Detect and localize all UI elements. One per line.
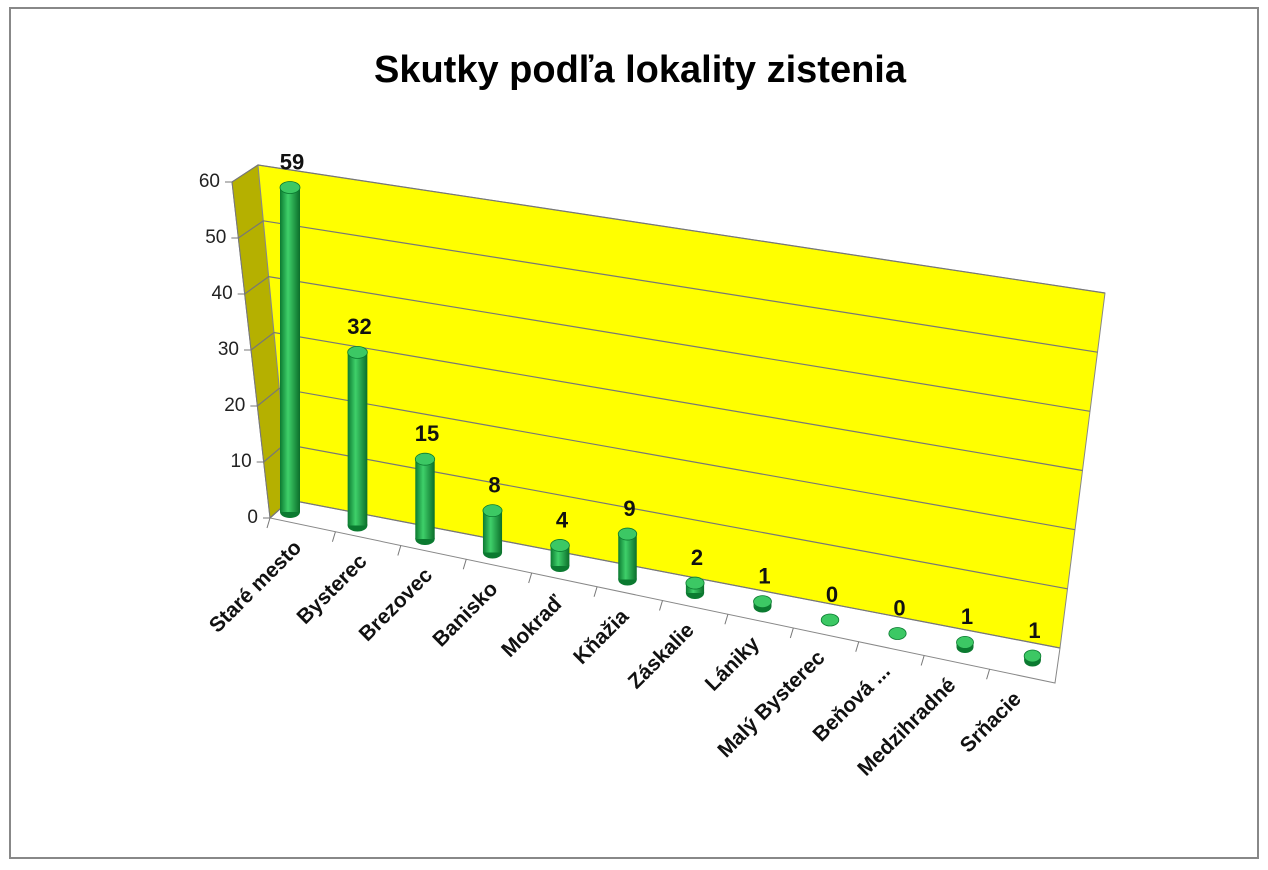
y-tick-label: 60 [199, 171, 220, 192]
bar [414, 452, 436, 545]
x-tick [724, 614, 729, 625]
x-tick [593, 586, 598, 597]
x-tick [986, 669, 991, 680]
x-tick [462, 559, 467, 570]
value-label: 1 [1028, 618, 1040, 643]
y-tick-label: 50 [205, 227, 226, 248]
bar [956, 636, 974, 653]
grid-line [244, 276, 1091, 412]
bar [347, 345, 368, 532]
value-label: 15 [415, 421, 439, 446]
bar [685, 576, 705, 599]
bar [888, 627, 907, 640]
grid-line [250, 331, 1083, 472]
y-tick-label: 20 [224, 395, 245, 416]
y-axis [231, 181, 271, 519]
x-tick [331, 531, 336, 542]
value-label: 0 [826, 582, 838, 607]
x-tick [397, 545, 402, 556]
bar [1023, 649, 1042, 667]
value-label: 1 [758, 563, 770, 588]
value-label: 8 [488, 472, 500, 497]
x-tick [528, 572, 533, 584]
value-label: 9 [623, 496, 635, 521]
y-tick-label: 0 [247, 507, 258, 528]
bar [617, 527, 638, 586]
value-label: 32 [347, 314, 371, 339]
value-label: 2 [691, 545, 703, 570]
x-tick [855, 641, 860, 652]
x-tick [659, 600, 663, 611]
x-tick [789, 627, 794, 639]
grid-line [231, 164, 1106, 294]
bar [550, 539, 570, 572]
bar [279, 181, 301, 518]
x-tick [266, 517, 271, 529]
value-label: 4 [556, 507, 569, 532]
grid-line [256, 387, 1076, 531]
bar [820, 613, 840, 627]
x-tick [920, 655, 925, 666]
value-label: 59 [280, 149, 304, 174]
y-tick-label: 40 [212, 283, 233, 304]
bar [753, 595, 772, 613]
value-label: 0 [893, 595, 905, 620]
y-tick-label: 30 [218, 339, 239, 360]
bar [482, 504, 503, 559]
grid-line [237, 220, 1098, 353]
chart-title: Skutky podľa lokality zistenia [374, 49, 907, 91]
value-label: 1 [961, 604, 973, 629]
y-tick-label: 10 [231, 451, 252, 472]
